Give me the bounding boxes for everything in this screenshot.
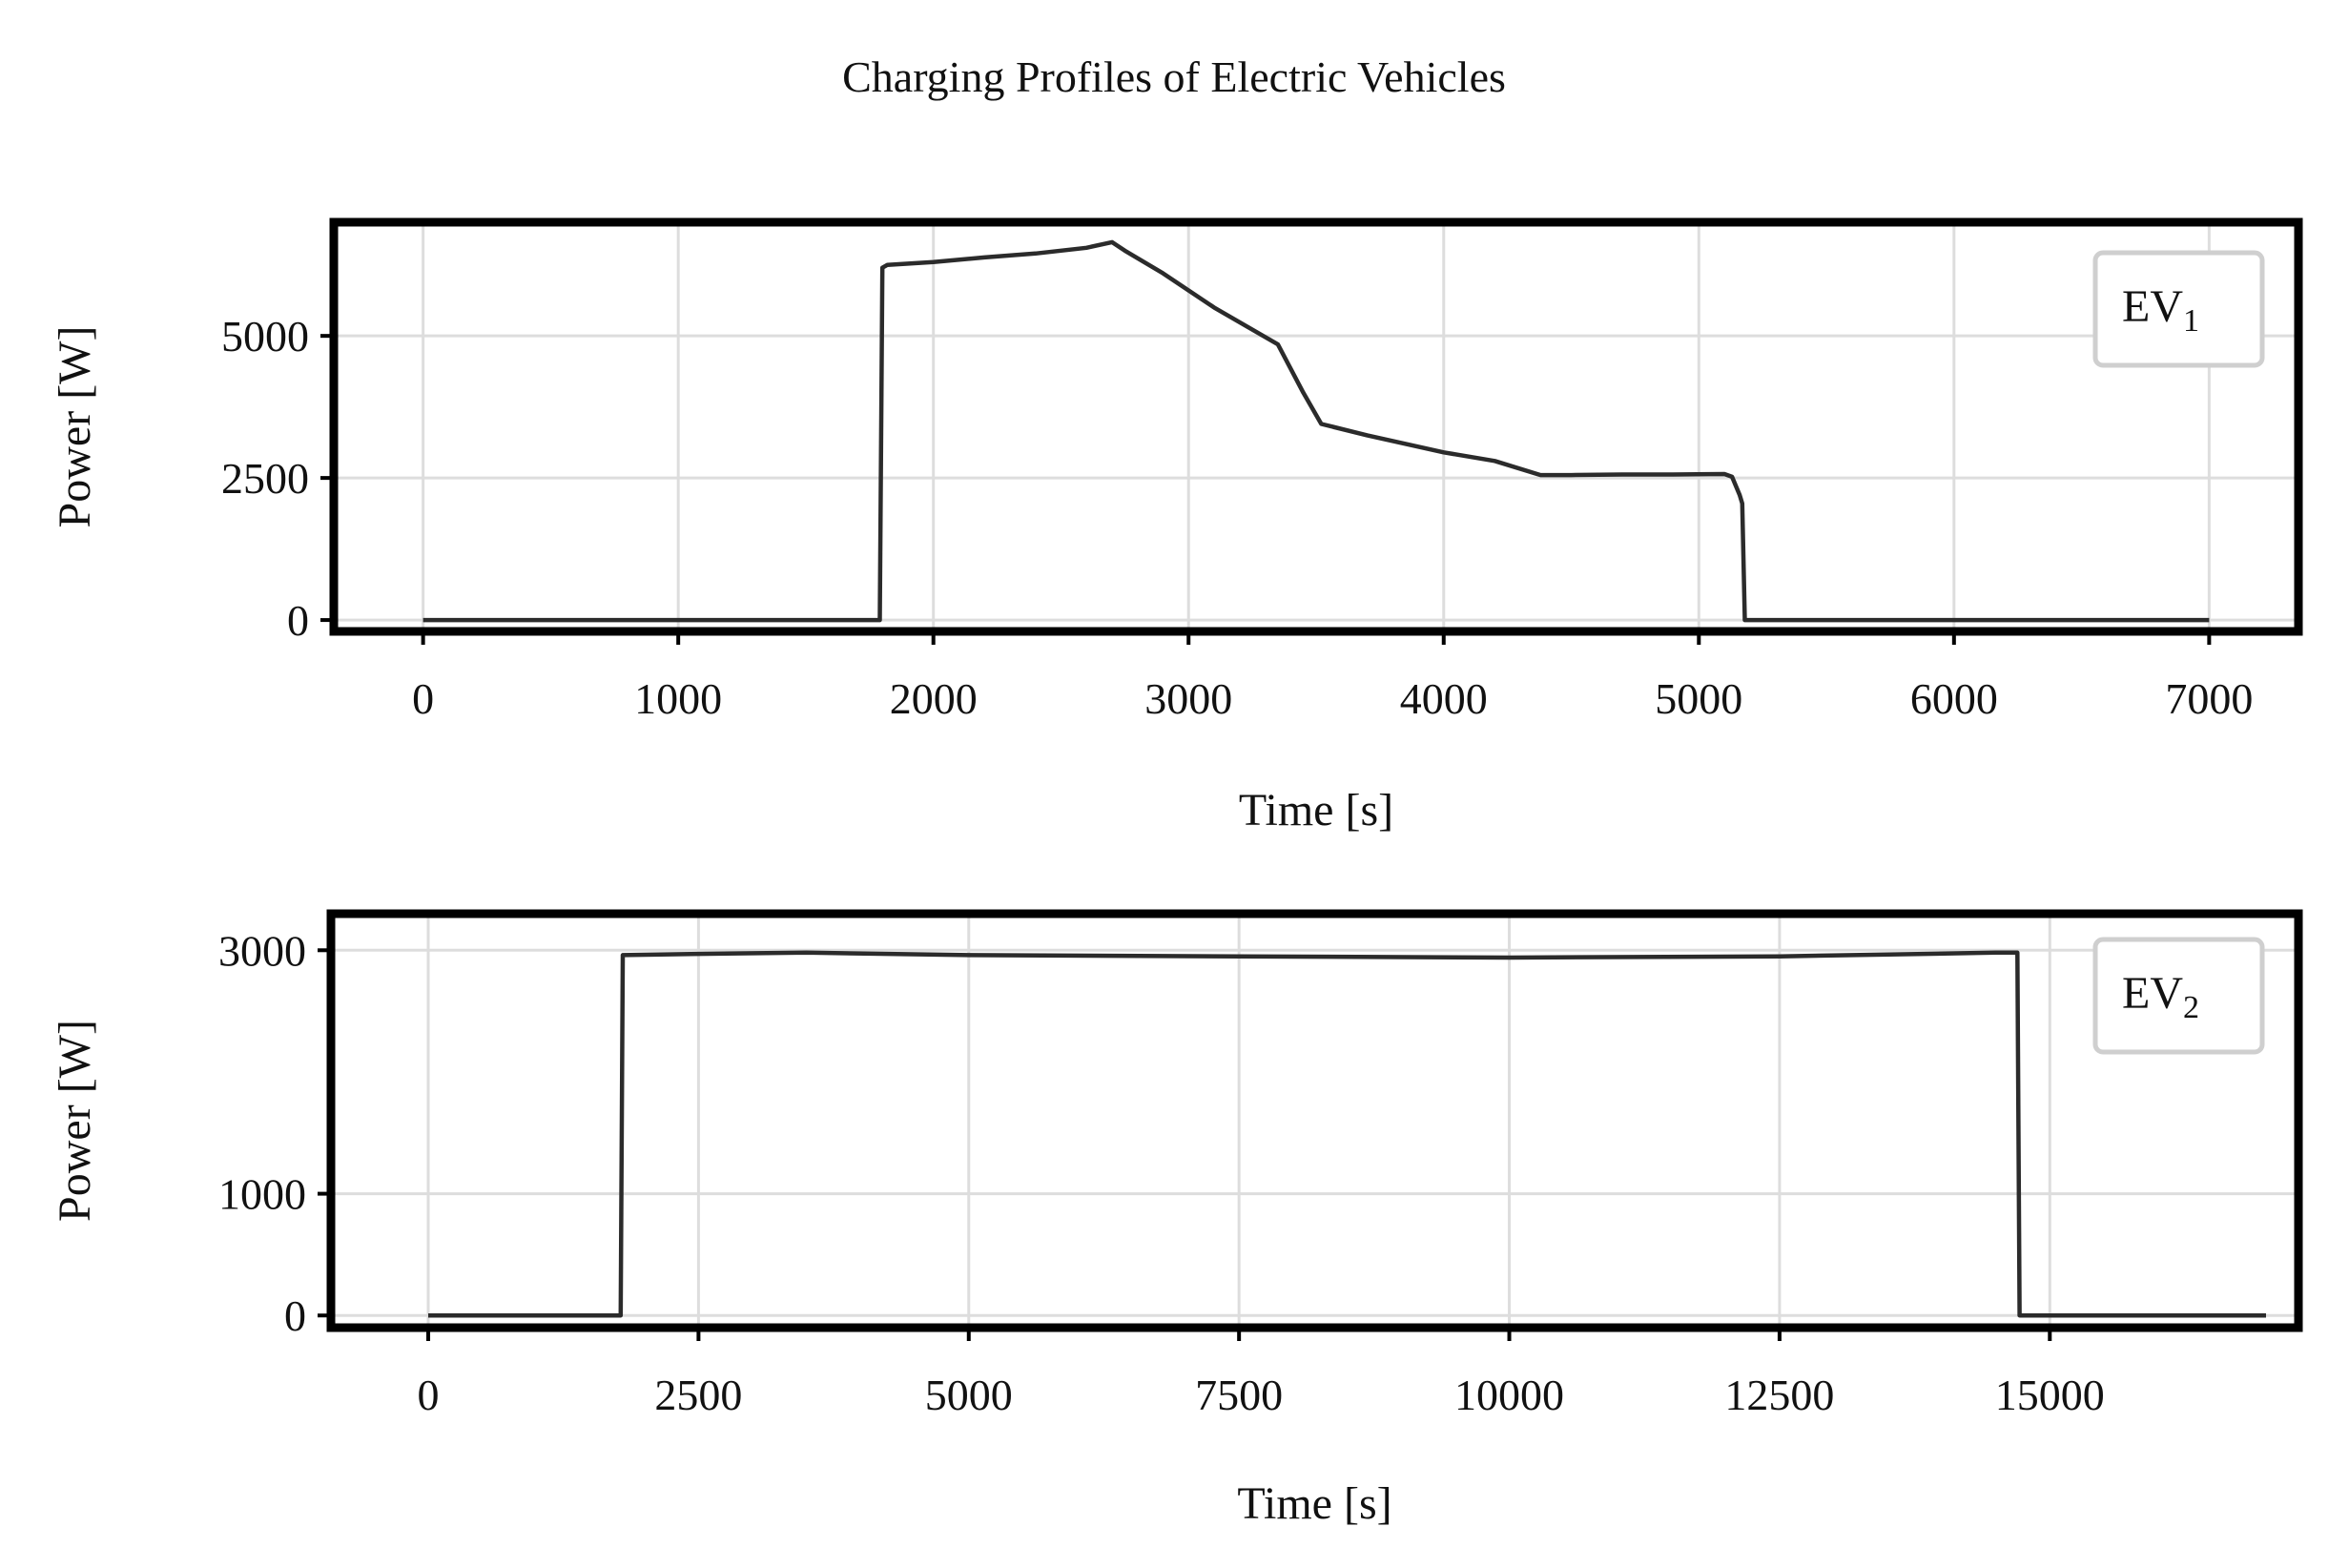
y-tick-label: 0	[284, 1291, 306, 1340]
y-axis-label-ev1: Power [W]	[50, 326, 100, 528]
x-tick-label: 2000	[890, 674, 978, 723]
legend-label-ev2: EV2	[2122, 968, 2199, 1025]
series-line-ev1	[422, 239, 2210, 623]
x-ticks-ev1: 0 1000 2000 3000 4000 5000 6000 7000	[412, 631, 2253, 723]
series-line-ev2	[428, 950, 2266, 1318]
x-tick-label: 2500	[654, 1371, 742, 1419]
y-tick-label: 5000	[221, 312, 309, 361]
x-tick-label: 4000	[1400, 674, 1488, 723]
legend-label-ev1: EV1	[2122, 281, 2199, 339]
figure-title: Charging Profiles of Electric Vehicles	[842, 52, 1506, 101]
x-tick-label: 12500	[1724, 1371, 1834, 1419]
x-axis-label-ev2: Time [s]	[1237, 1478, 1391, 1529]
legend-ev1: EV1	[2092, 250, 2265, 368]
subplot-ev1: 0 1000 2000 3000 4000 5000 6000 7000 025005000 …	[50, 217, 2303, 836]
y-tick-label: 1000	[218, 1170, 306, 1219]
subplot-ev2: 0 2500 5000 7500 10000 12500 15000 0 1000 3000 E…	[50, 909, 2303, 1529]
x-tick-label: 6000	[1910, 674, 1998, 723]
x-tick-label: 15000	[1995, 1371, 2105, 1419]
grid-ev2	[331, 914, 2298, 1328]
x-tick-label: 3000	[1144, 674, 1232, 723]
axes-frame-ev2	[326, 909, 2303, 1332]
grid-ev1	[334, 222, 2298, 631]
y-axis-label-ev2: Power [W]	[50, 1020, 100, 1222]
legend-box-ev1	[2092, 250, 2265, 368]
y-ticks-ev1: 0 2500 5000	[221, 312, 334, 645]
axes-frame-ev1	[329, 217, 2303, 636]
y-tick-label: 2500	[221, 454, 309, 503]
x-tick-label: 0	[412, 674, 434, 723]
y-tick-label: 3000	[218, 926, 306, 975]
x-tick-label: 10000	[1454, 1371, 1564, 1419]
legend-box-ev2	[2092, 937, 2265, 1055]
x-ticks-ev2: 0 2500 5000 7500 10000 12500 15000	[418, 1328, 2105, 1419]
x-axis-label-ev1: Time [s]	[1239, 785, 1393, 836]
x-tick-label: 5000	[1655, 674, 1742, 723]
x-tick-label: 5000	[925, 1371, 1013, 1419]
x-tick-label: 1000	[634, 674, 722, 723]
x-tick-label: 0	[418, 1371, 440, 1419]
x-tick-label: 7500	[1195, 1371, 1283, 1419]
y-ticks-ev2: 0 1000 3000	[218, 926, 331, 1340]
legend-ev2: EV2	[2092, 937, 2265, 1055]
y-tick-label: 0	[287, 596, 309, 645]
x-tick-label: 7000	[2165, 674, 2253, 723]
